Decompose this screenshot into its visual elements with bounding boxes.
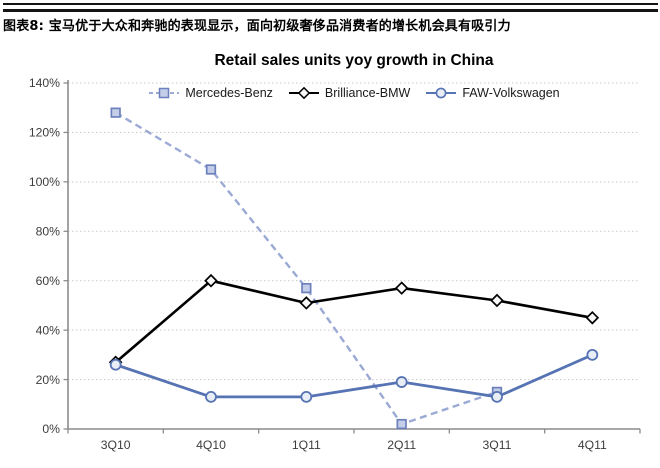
legend-item-brilliance-bmw: Brilliance-BMW [288, 86, 410, 100]
x-axis-label: 3Q10 [101, 438, 131, 452]
legend-swatch-dashed-square [149, 87, 180, 99]
square-marker-icon [159, 87, 170, 99]
legend-item-mercedes-benz: Mercedes-Benz [148, 86, 273, 100]
header-rule-thick [3, 9, 658, 12]
series-line-mercedes-benz [115, 111, 498, 426]
data-point-faw-volkswagen [491, 390, 503, 403]
data-point-faw-volkswagen [586, 348, 599, 361]
data-point-faw-volkswagen [205, 390, 217, 403]
legend-label: Mercedes-Benz [185, 86, 273, 100]
chart-header: Retail sales units yoy growth in China M… [68, 52, 640, 100]
figure-header: 图表8: 宝马优于大众和奔驰的表现显示，面向初级奢侈品消费者的增长机会具有吸引力 [3, 3, 658, 34]
legend-item-faw-volkswagen: FAW-Volkswagen [425, 86, 560, 100]
series-line-faw-volkswagen [115, 353, 593, 399]
y-axis-label: 40% [36, 323, 61, 337]
legend-swatch-solid-circle [426, 87, 457, 99]
chart-legend: Mercedes-Benz Brilliance-BMW FAW-Volkswa… [68, 86, 640, 100]
chart-title: Retail sales units yoy growth in China [214, 52, 494, 69]
data-point-faw-volkswagen [109, 358, 122, 371]
legend-swatch-solid-diamond [288, 87, 319, 99]
y-axis-label: 100% [29, 175, 60, 189]
x-axis-label: 1Q11 [292, 438, 321, 452]
data-point-faw-volkswagen [300, 390, 313, 403]
data-point-mercedes-benz [110, 107, 121, 118]
y-axis-label: 140% [29, 76, 60, 90]
diamond-marker-icon [297, 87, 311, 99]
data-point-mercedes-benz [396, 418, 407, 430]
y-axis-label: 120% [29, 126, 60, 140]
data-point-brilliance-bmw [299, 296, 314, 310]
figure-caption: 图表8: 宝马优于大众和奔驰的表现显示，面向初级奢侈品消费者的增长机会具有吸引力 [3, 18, 511, 34]
data-point-brilliance-bmw [204, 273, 218, 288]
x-axis-label: 2Q11 [387, 438, 416, 452]
y-axis-label: 0% [42, 422, 60, 436]
circle-marker-icon [435, 87, 447, 99]
y-axis-label: 60% [36, 274, 61, 288]
legend-label: FAW-Volkswagen [462, 86, 560, 100]
series-line-brilliance-bmw [114, 279, 593, 364]
data-point-brilliance-bmw [394, 281, 409, 295]
data-point-mercedes-benz [205, 164, 217, 175]
header-rule-thin [3, 3, 658, 5]
x-axis-label: 4Q11 [578, 438, 607, 452]
x-axis-label: 4Q10 [196, 438, 226, 452]
x-axis-label: 3Q11 [483, 438, 512, 452]
data-point-brilliance-bmw [490, 293, 504, 308]
legend-label: Brilliance-BMW [324, 86, 411, 100]
data-point-brilliance-bmw [585, 310, 600, 325]
y-axis-label: 20% [36, 373, 61, 387]
y-axis-label: 80% [36, 224, 61, 238]
data-point-mercedes-benz [301, 282, 312, 294]
data-point-faw-volkswagen [395, 376, 408, 388]
